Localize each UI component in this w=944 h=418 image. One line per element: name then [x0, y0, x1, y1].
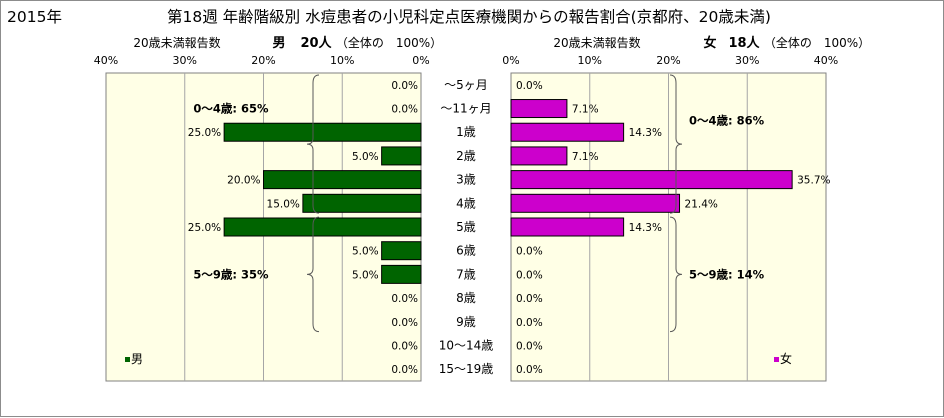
female-legend-swatch: [774, 357, 779, 362]
female-tick-label: 0%: [502, 54, 519, 67]
male-value-label: 0.0%: [391, 80, 418, 92]
male-tick-label: 30%: [173, 54, 197, 67]
male-value-label: 0.0%: [391, 293, 418, 305]
female-value-label: 0.0%: [516, 246, 543, 258]
male-bar: [382, 242, 421, 260]
female-tick-label: 10%: [578, 54, 602, 67]
female-bar: [511, 218, 624, 236]
female-value-label: 35.7%: [797, 175, 830, 187]
category-label: 15～19歳: [439, 362, 494, 376]
female-tick-label: 20%: [656, 54, 680, 67]
female-bar: [511, 147, 567, 165]
female-value-label: 0.0%: [516, 269, 543, 281]
category-label: 10～14歳: [439, 338, 494, 352]
female-plot: 0% 10% 20% 30% 40% 0.0% 7.1% 14.3% 7.1% 35.7% 21.4…: [502, 54, 838, 381]
female-group-label: 5～9歳: 14%: [689, 267, 765, 281]
male-value-label: 25.0%: [188, 222, 221, 234]
male-bar: [264, 171, 422, 189]
female-bar: [511, 194, 680, 212]
male-tick-label: 10%: [330, 54, 354, 67]
female-value-label: 0.0%: [516, 340, 543, 352]
male-value-label: 0.0%: [391, 340, 418, 352]
female-axis-label: 20歳未満報告数: [553, 35, 640, 50]
female-value-label: 21.4%: [685, 198, 718, 210]
male-value-label: 15.0%: [267, 198, 300, 210]
male-value-label: 0.0%: [391, 104, 418, 116]
female-value-label: 7.1%: [572, 151, 599, 163]
male-header-sex: 男: [272, 36, 285, 51]
female-bar: [511, 100, 567, 118]
category-label: ～11ヶ月: [440, 102, 491, 116]
female-value-label: 0.0%: [516, 317, 543, 329]
male-bar: [382, 265, 421, 283]
male-value-label: 25.0%: [188, 127, 221, 139]
male-header-count: 20人: [300, 35, 332, 51]
category-labels: ～5ヶ月 ～11ヶ月 1歳 2歳 3歳 4歳 5歳 6歳 7歳 8歳 9歳 10～14歳 15～19歳: [439, 78, 494, 376]
male-bar: [303, 194, 421, 212]
category-label: 5歳: [456, 220, 476, 234]
male-bar: [224, 218, 421, 236]
male-plot: 0% 10% 20% 30% 40% 0.0% 0.0% 25.0% 5.0% 20.0% 15.0…: [94, 54, 430, 381]
male-group-label: 0～4歳: 65%: [193, 102, 269, 116]
female-value-label: 0.0%: [516, 293, 543, 305]
male-value-label: 0.0%: [391, 364, 418, 376]
category-label: 4歳: [456, 196, 476, 210]
male-tick-label: 20%: [251, 54, 275, 67]
female-value-label: 0.0%: [516, 80, 543, 92]
male-tick-label: 40%: [94, 54, 118, 67]
male-axis-label: 20歳未満報告数: [133, 35, 220, 50]
female-value-label: 14.3%: [629, 222, 662, 234]
male-value-label: 5.0%: [352, 269, 379, 281]
female-value-label: 0.0%: [516, 364, 543, 376]
male-bar: [382, 147, 421, 165]
male-value-label: 5.0%: [352, 151, 379, 163]
female-value-label: 7.1%: [572, 104, 599, 116]
male-legend-label: 男: [131, 352, 143, 366]
category-label: 9歳: [456, 315, 476, 329]
category-label: 6歳: [456, 244, 476, 258]
category-label: 1歳: [456, 125, 476, 139]
male-legend-swatch: [125, 357, 130, 362]
male-value-label: 20.0%: [227, 175, 260, 187]
chart-title: 第18週 年齢階級別 水痘患者の小児科定点医療機関からの報告割合(京都府、20歳…: [167, 8, 771, 26]
female-header-count: 18人: [728, 35, 760, 51]
male-value-label: 0.0%: [391, 317, 418, 329]
male-header-share: （全体の 100%）: [336, 35, 442, 50]
female-bar: [511, 171, 792, 189]
category-label: 3歳: [456, 173, 476, 187]
male-bar: [224, 123, 421, 141]
male-tick-label: 0%: [412, 54, 429, 67]
female-header-sex: 女: [703, 35, 716, 51]
female-value-label: 14.3%: [629, 127, 662, 139]
female-group-label: 0～4歳: 86%: [689, 113, 765, 127]
chart-year: 2015年: [7, 8, 62, 26]
female-legend-label: 女: [780, 351, 792, 366]
male-value-label: 5.0%: [352, 246, 379, 258]
category-label: ～5ヶ月: [444, 78, 488, 92]
female-tick-label: 40%: [814, 54, 838, 67]
male-group-label: 5～9歳: 35%: [193, 267, 269, 281]
female-tick-label: 30%: [735, 54, 759, 67]
female-header-share: （全体の 100%）: [764, 35, 870, 50]
category-label: 2歳: [456, 149, 476, 163]
female-bar: [511, 123, 624, 141]
category-label: 8歳: [456, 291, 476, 305]
category-label: 7歳: [456, 267, 476, 281]
